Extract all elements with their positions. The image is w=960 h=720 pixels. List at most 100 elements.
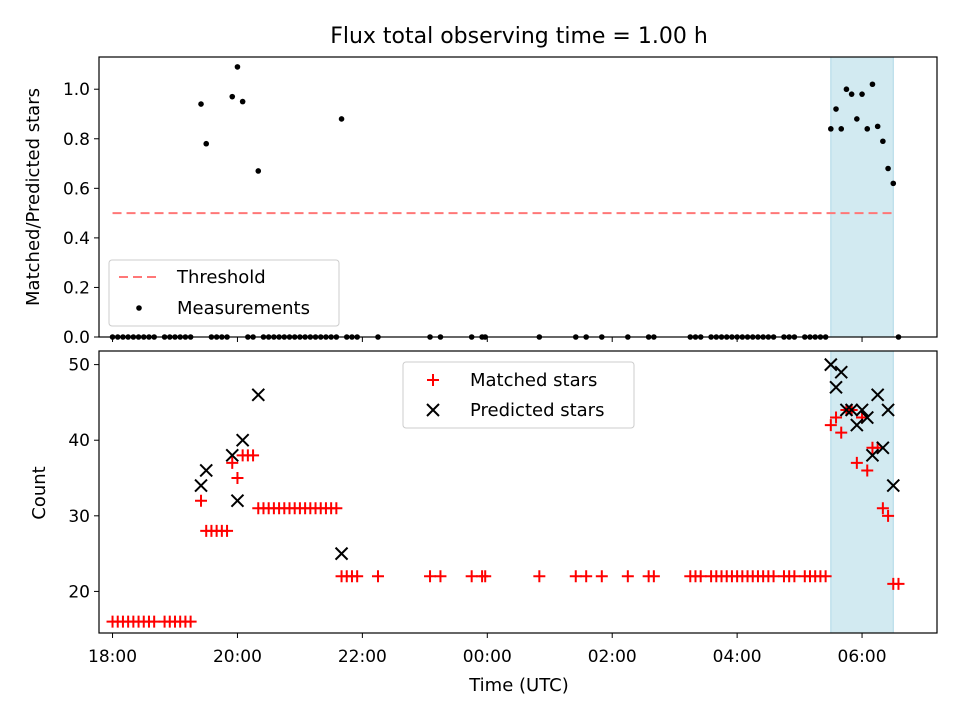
measurement-point [859,91,865,97]
legend-measurement-swatch [136,305,142,311]
matched-star-point [824,419,837,432]
y-tick-label: 0.0 [63,328,90,348]
matched-star-point [694,570,707,583]
y-tick-label: 40 [68,431,90,451]
matched-star-point [434,570,447,583]
matched-star-point [533,570,546,583]
matched-star-point [184,615,197,628]
matched-star-point [861,464,874,477]
x-tick-label: 06:00 [838,647,887,667]
observing-window-band [830,56,894,338]
measurement-point [255,168,262,174]
matched-star-point [830,411,843,424]
matched-star-point [621,570,634,583]
matched-star-point [767,570,780,583]
predicted-star-point [334,546,349,561]
measurement-point [198,101,204,107]
predicted-star-point [865,448,880,463]
matched-star-point [835,426,848,439]
observing-window-band [830,350,894,634]
y-tick-label: 0.2 [63,278,90,298]
y-tick-label: 0.8 [63,130,90,150]
x-tick-label: 18:00 [88,647,137,667]
predicted-star-point [251,388,265,402]
measurement-point [338,116,345,122]
y-tick-label: 0.6 [63,179,90,199]
measurement-point [843,86,850,93]
legend-threshold-label: Threshold [176,267,266,288]
y-tick-label: 0.4 [63,229,90,249]
top-ylabel: Matched/Predicted stars [23,88,44,306]
axes-frame [98,350,938,634]
x-axis-label: Time (UTC) [468,675,569,696]
x-tick-label: 04:00 [713,647,762,667]
measurement-point [874,123,881,130]
predicted-star-point [194,478,208,493]
predicted-star-point [824,357,838,372]
matched-star-point [850,456,863,469]
matched-star-point [231,472,244,485]
matched-star-point [351,570,364,583]
measurement-point [828,126,834,132]
measurement-point [229,93,236,100]
predicted-star-point [829,380,843,394]
matched-star-point [892,577,905,590]
matched-star-point [424,570,437,583]
predicted-star-point [199,463,213,478]
predicted-star-point [881,403,895,417]
measurement-point [885,165,891,172]
matched-star-point [788,570,801,583]
bottom-panel: 20 30 40 50 18:00 20:00 22:00 00:00 02:00 04:00 06… [68,350,938,667]
matched-star-point [882,509,895,522]
top-legend [108,259,340,327]
matched-star-point [647,570,660,583]
measurement-point [203,140,210,147]
predicted-star-point [855,403,869,417]
matched-star-point [876,502,889,515]
x-tick-label: 00:00 [463,647,512,667]
legend-predicted-swatch [426,403,440,417]
predicted-star-point [860,410,874,425]
predicted-star-point [230,493,245,508]
matched-star-point [465,570,478,583]
y-tick-label: 50 [68,356,90,376]
y-tick-label: 20 [68,582,90,602]
matched-star-point [479,570,492,583]
measurement-point [833,106,839,112]
matched-star-point [580,570,593,583]
measurement-point [234,64,241,70]
matched-star-point [195,494,208,507]
matched-star-point [569,570,582,583]
y-tick-label: 30 [68,507,90,527]
matched-star-point [371,570,384,583]
matched-star-point [247,449,260,462]
measurement-point [239,98,246,105]
predicted-star-point [886,478,900,493]
predicted-star-point [870,388,885,402]
matched-star-point [819,570,832,583]
predicted-star-point [876,441,890,455]
predicted-star-point [834,365,848,379]
measurement-point [864,126,871,132]
y-tick-label: 1.0 [63,80,90,100]
bottom-ylabel: Count [29,466,50,519]
legend-matched-label: Matched stars [470,370,597,391]
predicted-star-point [839,403,854,417]
predicted-star-point [844,403,859,417]
predicted-star-point [235,433,250,447]
chart-title: Flux total observing time = 1.00 h [330,24,708,49]
legend-measurement-label: Measurements [177,298,310,319]
matched-star-point [148,615,161,628]
axes-frame [98,56,938,338]
measurement-point [890,180,897,187]
bottom-legend [402,361,635,429]
matched-star-point [595,570,608,583]
matched-star-point [226,456,239,469]
legend-matched-swatch [427,374,439,386]
x-tick-label: 22:00 [338,647,387,667]
x-tick-label: 02:00 [588,647,637,667]
predicted-star-point [225,448,239,463]
measurement-point [869,81,876,88]
matched-star-point [221,524,234,537]
